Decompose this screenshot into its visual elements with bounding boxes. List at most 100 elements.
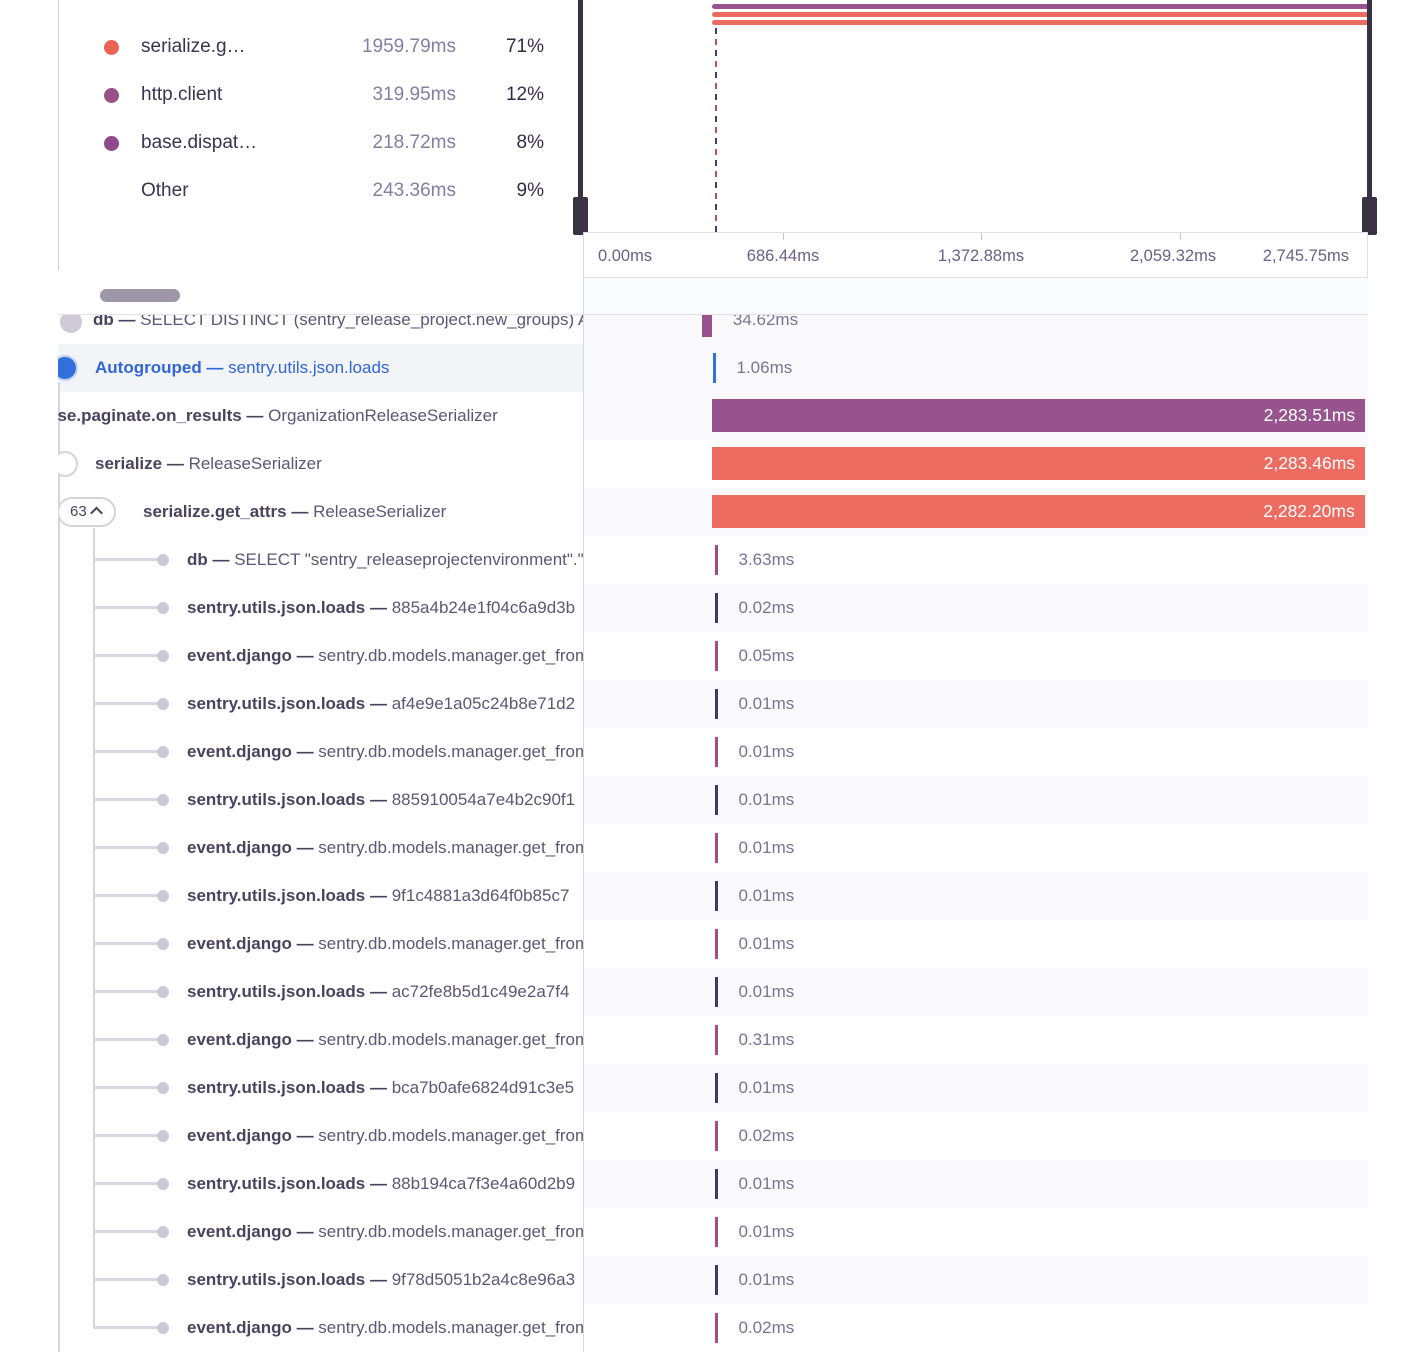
span-duration-bar[interactable] bbox=[715, 1121, 718, 1151]
span-row-left[interactable]: event.django — sentry.db.models.manager.… bbox=[58, 1208, 583, 1256]
span-row-right[interactable]: 0.01ms bbox=[584, 1208, 1368, 1256]
span-row-left[interactable]: event.django — sentry.db.models.manager.… bbox=[58, 728, 583, 776]
span-duration-bar[interactable] bbox=[715, 545, 718, 575]
span-row-left[interactable]: sentry.utils.json.loads — 885910054a7e4b… bbox=[58, 776, 583, 824]
span-row-left[interactable]: event.django — sentry.db.models.manager.… bbox=[58, 824, 583, 872]
expand-badge-icon[interactable] bbox=[58, 451, 78, 477]
axis-tick bbox=[1180, 233, 1181, 240]
span-duration-bar[interactable] bbox=[715, 689, 718, 719]
span-duration-bar[interactable] bbox=[715, 1265, 718, 1295]
span-row-left[interactable]: event.django — sentry.db.models.manager.… bbox=[58, 920, 583, 968]
tree-guide-line bbox=[58, 382, 60, 1352]
span-duration-label: 0.02ms bbox=[738, 1318, 795, 1337]
span-duration-bar[interactable] bbox=[715, 1025, 718, 1055]
span-row-left[interactable]: sentry.utils.json.loads — af4e9e1a05c24b… bbox=[58, 680, 583, 728]
span-op: serialize.get_attrs — bbox=[143, 502, 314, 521]
span-row-right[interactable]: 0.01ms bbox=[584, 968, 1368, 1016]
span-duration-bar[interactable] bbox=[712, 447, 1366, 480]
span-duration-bar[interactable] bbox=[715, 593, 718, 623]
span-duration-bar[interactable] bbox=[715, 977, 718, 1007]
span-op: sentry.utils.json.loads — bbox=[187, 982, 392, 1001]
span-row-left[interactable]: sentry.utils.json.loads — 885a4b24e1f04c… bbox=[58, 584, 583, 632]
span-duration-bar[interactable] bbox=[715, 737, 718, 767]
span-row-right[interactable]: 0.02ms bbox=[584, 584, 1368, 632]
span-duration-bar[interactable] bbox=[715, 785, 718, 815]
span-node-circle-icon bbox=[157, 746, 169, 758]
span-row-left[interactable]: event.django — sentry.db.models.manager.… bbox=[58, 1304, 583, 1352]
span-row-left[interactable]: sentry.utils.json.loads — bca7b0afe6824d… bbox=[58, 1064, 583, 1112]
span-duration-bar[interactable] bbox=[715, 929, 718, 959]
span-row-left[interactable]: event.django — sentry.db.models.manager.… bbox=[58, 1112, 583, 1160]
span-row-left[interactable]: event.django — sentry.db.models.manager.… bbox=[58, 632, 583, 680]
span-row-right[interactable]: 0.02ms bbox=[584, 1112, 1368, 1160]
span-row-left[interactable]: db — SELECT "sentry_releaseprojectenviro… bbox=[58, 536, 583, 584]
span-description: event.django — sentry.db.models.manager.… bbox=[187, 824, 583, 872]
span-op: event.django — bbox=[187, 1318, 319, 1337]
span-duration-bar[interactable] bbox=[715, 833, 718, 863]
span-row-right[interactable]: 0.31ms bbox=[584, 1016, 1368, 1064]
span-duration-bar[interactable] bbox=[715, 881, 718, 911]
tree-connector bbox=[93, 750, 159, 753]
span-row-left[interactable]: serialize — ReleaseSerializer bbox=[58, 440, 583, 488]
span-row-left[interactable]: event.django — sentry.db.models.manager.… bbox=[58, 1016, 583, 1064]
minimap-left-handle[interactable] bbox=[578, 0, 583, 232]
legend-item: Other 243.36ms 9% bbox=[59, 167, 579, 215]
span-row-right[interactable]: 3.63ms bbox=[584, 536, 1368, 584]
tree-connector bbox=[93, 1038, 159, 1041]
span-row-right[interactable]: 0.01ms bbox=[584, 680, 1368, 728]
minimap-right-handle-grip[interactable] bbox=[1362, 197, 1377, 235]
span-row-right[interactable]: 0.01ms bbox=[584, 824, 1368, 872]
collapse-count-badge[interactable]: 63 bbox=[58, 497, 116, 527]
panel-divider[interactable] bbox=[583, 232, 584, 1352]
tree-connector bbox=[93, 798, 159, 801]
span-row-right[interactable]: 0.01ms bbox=[584, 1064, 1368, 1112]
span-op: event.django — bbox=[187, 1126, 319, 1145]
span-row-right[interactable]: 0.01ms bbox=[584, 1256, 1368, 1304]
badge-count: 63 bbox=[70, 503, 87, 520]
autogroup-row-highlight bbox=[58, 344, 583, 392]
span-row-right[interactable]: 0.01ms bbox=[584, 920, 1368, 968]
span-duration-bar[interactable] bbox=[715, 1217, 718, 1247]
span-duration-bar[interactable] bbox=[712, 399, 1366, 432]
legend-percentage: 12% bbox=[505, 84, 544, 105]
span-duration-bar[interactable] bbox=[715, 641, 718, 671]
span-duration-bar[interactable] bbox=[702, 315, 712, 337]
span-duration-bar[interactable] bbox=[715, 1169, 718, 1199]
span-row-left[interactable]: sentry.utils.json.loads — 88b194ca7f3e4a… bbox=[58, 1160, 583, 1208]
span-row-right[interactable]: 0.01ms bbox=[584, 728, 1368, 776]
span-row-left[interactable]: 63 serialize.get_attrs — ReleaseSerialize… bbox=[58, 488, 583, 536]
span-duration-bar[interactable] bbox=[713, 353, 716, 383]
span-row-right[interactable]: 0.05ms bbox=[584, 632, 1368, 680]
span-row-left[interactable]: sentry.utils.json.loads — 9f78d5051b2a4c… bbox=[58, 1256, 583, 1304]
span-duration-bar[interactable] bbox=[715, 1073, 718, 1103]
legend-op-name: base.dispat… bbox=[141, 132, 258, 153]
span-row-left[interactable]: sentry.utils.json.loads — ac72fe8b5d1c49… bbox=[58, 968, 583, 1016]
trace-minimap[interactable] bbox=[578, 0, 1378, 232]
span-row-right[interactable]: 1.06ms bbox=[584, 344, 1368, 392]
horizontal-scrollbar[interactable] bbox=[100, 289, 180, 302]
minimap-right-handle[interactable] bbox=[1367, 0, 1372, 232]
span-duration-label: 0.01ms bbox=[738, 934, 795, 953]
autogroup-badge-icon[interactable] bbox=[58, 355, 78, 381]
span-op: event.django — bbox=[187, 1030, 319, 1049]
span-row-right[interactable]: 2,283.46ms bbox=[584, 440, 1368, 488]
span-row-right[interactable]: 2,283.51ms bbox=[584, 392, 1368, 440]
span-row-right[interactable]: 0.02ms bbox=[584, 1304, 1368, 1352]
span-duration-bar[interactable] bbox=[712, 495, 1365, 528]
span-detail: 9f1c4881a3d64f0b85c7 bbox=[391, 886, 570, 905]
minimap-left-handle-grip[interactable] bbox=[573, 197, 588, 235]
legend-percentage: 8% bbox=[516, 132, 544, 153]
span-row-left[interactable]: ase.paginate.on_results — OrganizationRe… bbox=[58, 392, 583, 440]
tree-connector bbox=[93, 1230, 159, 1233]
span-row-left[interactable]: db — SELECT DISTINCT (sentry_release_pro… bbox=[58, 315, 583, 344]
span-row-right[interactable]: 2,282.20ms bbox=[584, 488, 1368, 536]
span-duration-bar[interactable] bbox=[715, 1313, 718, 1343]
span-row-left[interactable]: sentry.utils.json.loads — 9f1c4881a3d64f… bbox=[58, 872, 583, 920]
span-row-right[interactable]: 34.62ms bbox=[584, 315, 1368, 344]
span-node-circle-icon bbox=[157, 986, 169, 998]
span-row-right[interactable]: 0.01ms bbox=[584, 872, 1368, 920]
span-row-left[interactable]: Autogrouped — sentry.utils.json.loads bbox=[58, 344, 583, 392]
span-row-right[interactable]: 0.01ms bbox=[584, 1160, 1368, 1208]
span-row-right[interactable]: 0.01ms bbox=[584, 776, 1368, 824]
